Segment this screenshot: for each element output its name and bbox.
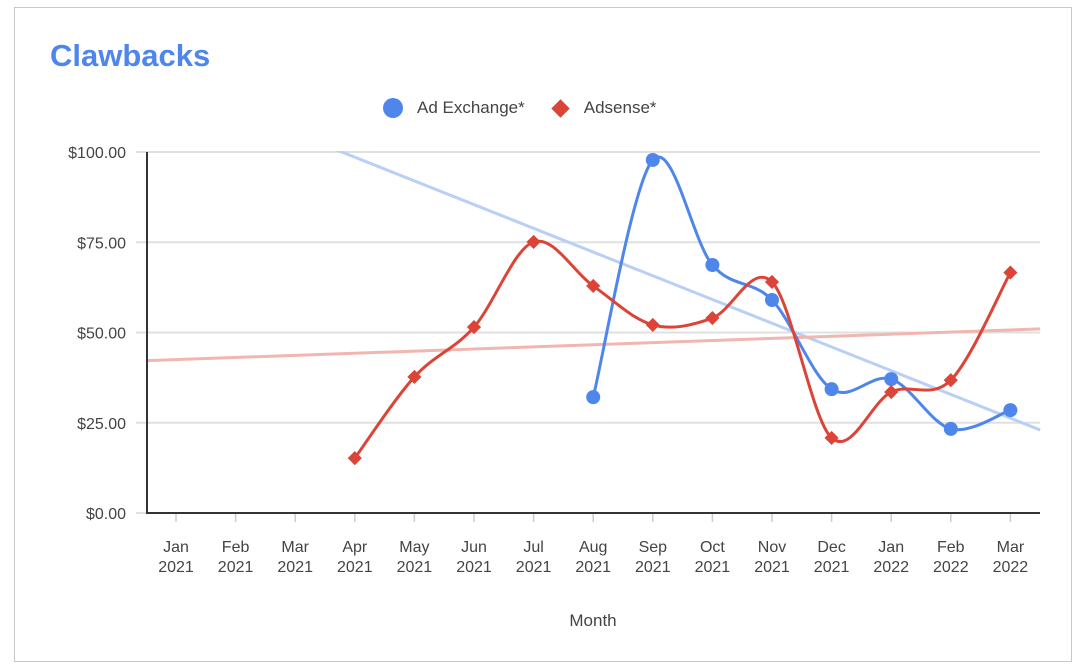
circle-data-point [705,257,720,272]
x-tick-year: 2022 [993,559,1029,576]
x-axis-label: Month [569,611,616,630]
x-tick-year: 2021 [277,559,313,576]
x-tick-month: Nov [758,539,786,556]
circle-data-point [1003,403,1018,418]
x-tick-year: 2021 [695,559,731,576]
y-tick-label: $0.00 [86,506,126,523]
circle-data-point [645,152,660,167]
x-tick-month: Jan [163,539,189,556]
series-markers [347,152,1018,466]
trendline [335,151,1041,432]
x-tick-year: 2021 [814,559,850,576]
chart-legend: Ad Exchange* Adsense* [383,96,683,120]
x-tick-month: Dec [817,539,845,556]
x-tick-month: Aug [579,539,607,556]
circle-data-point [765,293,779,308]
trendline [147,327,1041,363]
y-tick-label: $75.00 [77,235,126,252]
diamond-data-point [764,274,780,290]
x-tick-year: 2021 [218,559,254,576]
diamond-data-point [884,384,899,400]
x-tick-year: 2021 [397,559,433,576]
x-tick-year: 2021 [575,559,611,576]
x-tick-year: 2022 [933,559,969,576]
trendlines [147,151,1041,432]
x-tick-year: 2021 [516,559,552,576]
legend-label: Adsense* [583,98,657,117]
x-tick-year: 2021 [337,559,373,576]
x-tick-year: 2021 [635,559,671,576]
x-tick-month: Jun [461,539,487,556]
x-tick-month: Apr [342,539,368,556]
y-tick-label: $100.00 [68,145,126,162]
x-axis-ticks: Jan 2021 Feb 2021 Mar 2021 Apr 2021 May 2021 Jun 20… [158,514,1028,576]
x-tick-year: 2021 [158,559,194,576]
circle-data-point [884,372,899,387]
diamond-data-point [466,320,482,335]
y-tick-label: $25.00 [77,416,126,433]
x-tick-month: Oct [700,539,725,556]
y-axis-ticks: $0.00 $25.00 $50.00 $75.00 $100.00 [68,145,126,523]
series-line [591,155,1011,432]
y-tick-label: $50.00 [77,326,126,343]
x-tick-year: 2022 [873,559,909,576]
diamond-data-point [645,317,660,332]
x-tick-month: May [399,539,429,556]
legend-label: Ad Exchange* [417,98,525,117]
circle-data-point [943,421,958,436]
chart-title: Clawbacks [50,38,211,73]
diamond-data-point [407,369,422,384]
series-lines [353,155,1012,460]
x-tick-year: 2021 [754,559,790,576]
diamond-data-point [943,373,958,388]
x-tick-year: 2021 [456,559,492,576]
diamond-data-point [586,278,601,294]
axes [146,152,1040,514]
legend-item-adsense[interactable]: Adsense* [551,98,657,118]
x-tick-month: Jul [523,539,543,556]
diamond-data-point [705,310,720,326]
diamond-data-point [526,234,541,249]
circle-data-point [824,382,839,397]
diamond-data-point [347,451,362,466]
circle-marker-icon [383,98,403,118]
x-tick-month: Feb [937,539,965,556]
circle-data-point [586,390,601,405]
x-tick-month: Jan [878,539,904,556]
x-tick-month: Sep [639,539,668,556]
x-tick-month: Mar [281,539,309,556]
x-tick-month: Mar [997,539,1025,556]
diamond-data-point [1003,265,1018,280]
diamond-data-point [824,430,839,445]
x-tick-month: Feb [222,539,250,556]
legend-item-ad-exchange[interactable]: Ad Exchange* [383,98,525,118]
